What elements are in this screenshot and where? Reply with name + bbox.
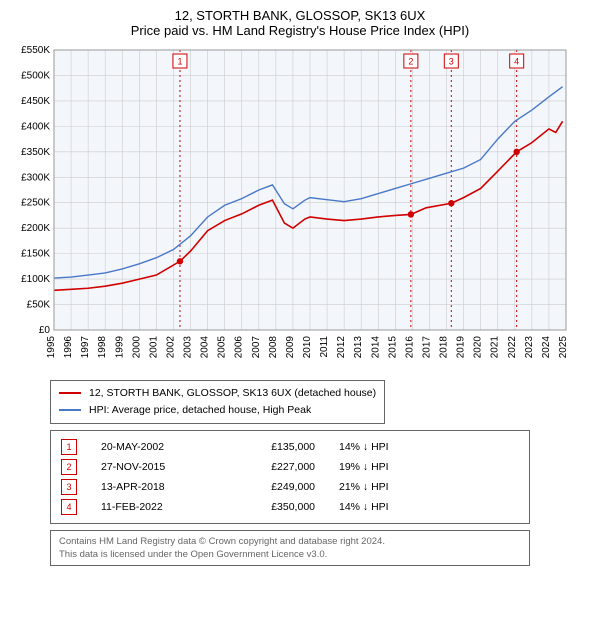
svg-text:2003: 2003	[183, 336, 194, 359]
svg-text:2020: 2020	[473, 336, 484, 359]
svg-text:£400K: £400K	[21, 121, 50, 132]
legend-swatch	[59, 409, 81, 411]
sale-marker: 3	[61, 479, 77, 495]
chart-title: 12, STORTH BANK, GLOSSOP, SK13 6UX	[10, 8, 590, 23]
svg-text:£150K: £150K	[21, 249, 50, 260]
svg-text:3: 3	[449, 57, 454, 67]
svg-text:4: 4	[514, 57, 519, 67]
legend-swatch	[59, 392, 81, 394]
svg-text:2005: 2005	[217, 336, 228, 359]
svg-text:2025: 2025	[558, 336, 569, 359]
sale-date: 13-APR-2018	[101, 481, 201, 493]
sale-row: 1 20-MAY-2002 £135,000 14% ↓ HPI	[61, 437, 519, 457]
sale-row: 3 13-APR-2018 £249,000 21% ↓ HPI	[61, 477, 519, 497]
sale-delta: 14% ↓ HPI	[339, 441, 449, 453]
sale-date: 20-MAY-2002	[101, 441, 201, 453]
chart-subtitle: Price paid vs. HM Land Registry's House …	[10, 23, 590, 38]
sale-price: £227,000	[225, 461, 315, 473]
sale-row: 2 27-NOV-2015 £227,000 19% ↓ HPI	[61, 457, 519, 477]
footnote: Contains HM Land Registry data © Crown c…	[50, 530, 530, 567]
svg-text:£450K: £450K	[21, 96, 50, 107]
sale-date: 27-NOV-2015	[101, 461, 201, 473]
footnote-line2: This data is licensed under the Open Gov…	[59, 548, 521, 561]
svg-text:2: 2	[408, 57, 413, 67]
svg-text:£250K: £250K	[21, 198, 50, 209]
legend-label: 12, STORTH BANK, GLOSSOP, SK13 6UX (deta…	[89, 385, 376, 402]
sale-delta: 21% ↓ HPI	[339, 481, 449, 493]
legend-item: HPI: Average price, detached house, High…	[59, 402, 376, 419]
sales-table: 1 20-MAY-2002 £135,000 14% ↓ HPI 2 27-NOV-201…	[50, 430, 530, 524]
svg-text:2000: 2000	[131, 336, 142, 359]
sale-date: 11-FEB-2022	[101, 501, 201, 513]
svg-text:1996: 1996	[63, 336, 74, 359]
svg-text:2002: 2002	[165, 336, 176, 359]
sale-price: £135,000	[225, 441, 315, 453]
svg-text:2023: 2023	[524, 336, 535, 359]
svg-text:£350K: £350K	[21, 147, 50, 158]
sale-price: £249,000	[225, 481, 315, 493]
svg-text:£0: £0	[39, 325, 51, 336]
sale-marker: 1	[61, 439, 77, 455]
sale-marker: 2	[61, 459, 77, 475]
sale-row: 4 11-FEB-2022 £350,000 14% ↓ HPI	[61, 497, 519, 517]
sale-delta: 14% ↓ HPI	[339, 501, 449, 513]
svg-text:2006: 2006	[234, 336, 245, 359]
svg-text:1999: 1999	[114, 336, 125, 359]
svg-text:2008: 2008	[268, 336, 279, 359]
svg-text:£50K: £50K	[27, 300, 51, 311]
sale-price: £350,000	[225, 501, 315, 513]
svg-text:£300K: £300K	[21, 172, 50, 183]
legend-item: 12, STORTH BANK, GLOSSOP, SK13 6UX (deta…	[59, 385, 376, 402]
price-chart: £0 £50K £100K £150K £200K £250K £300K £350K £400…	[10, 44, 570, 374]
svg-text:£500K: £500K	[21, 70, 50, 81]
svg-text:2022: 2022	[507, 336, 518, 359]
svg-text:£550K: £550K	[21, 45, 50, 56]
svg-text:2011: 2011	[319, 336, 330, 358]
svg-text:1997: 1997	[80, 336, 91, 359]
page-root: 12, STORTH BANK, GLOSSOP, SK13 6UX Price…	[0, 0, 600, 576]
svg-text:2021: 2021	[490, 336, 501, 359]
svg-text:2017: 2017	[421, 336, 432, 359]
svg-text:£200K: £200K	[21, 223, 50, 234]
legend-label: HPI: Average price, detached house, High…	[89, 402, 311, 419]
svg-text:2001: 2001	[148, 336, 159, 359]
svg-text:2019: 2019	[456, 336, 467, 359]
svg-text:2012: 2012	[336, 336, 347, 359]
svg-text:2015: 2015	[387, 336, 398, 359]
footnote-line1: Contains HM Land Registry data © Crown c…	[59, 535, 521, 548]
svg-text:2024: 2024	[541, 336, 552, 359]
legend: 12, STORTH BANK, GLOSSOP, SK13 6UX (deta…	[50, 380, 385, 424]
svg-text:2018: 2018	[439, 336, 450, 359]
svg-text:£100K: £100K	[21, 274, 50, 285]
sale-marker: 4	[61, 499, 77, 515]
svg-text:2013: 2013	[353, 336, 364, 359]
svg-text:2016: 2016	[404, 336, 415, 359]
svg-text:2014: 2014	[370, 336, 381, 359]
svg-text:2010: 2010	[302, 336, 313, 359]
svg-text:1998: 1998	[97, 336, 108, 359]
svg-text:1: 1	[177, 57, 182, 67]
svg-text:2007: 2007	[251, 336, 262, 359]
svg-text:2004: 2004	[200, 336, 211, 359]
svg-text:2009: 2009	[285, 336, 296, 359]
svg-text:1995: 1995	[46, 336, 57, 359]
sale-delta: 19% ↓ HPI	[339, 461, 449, 473]
